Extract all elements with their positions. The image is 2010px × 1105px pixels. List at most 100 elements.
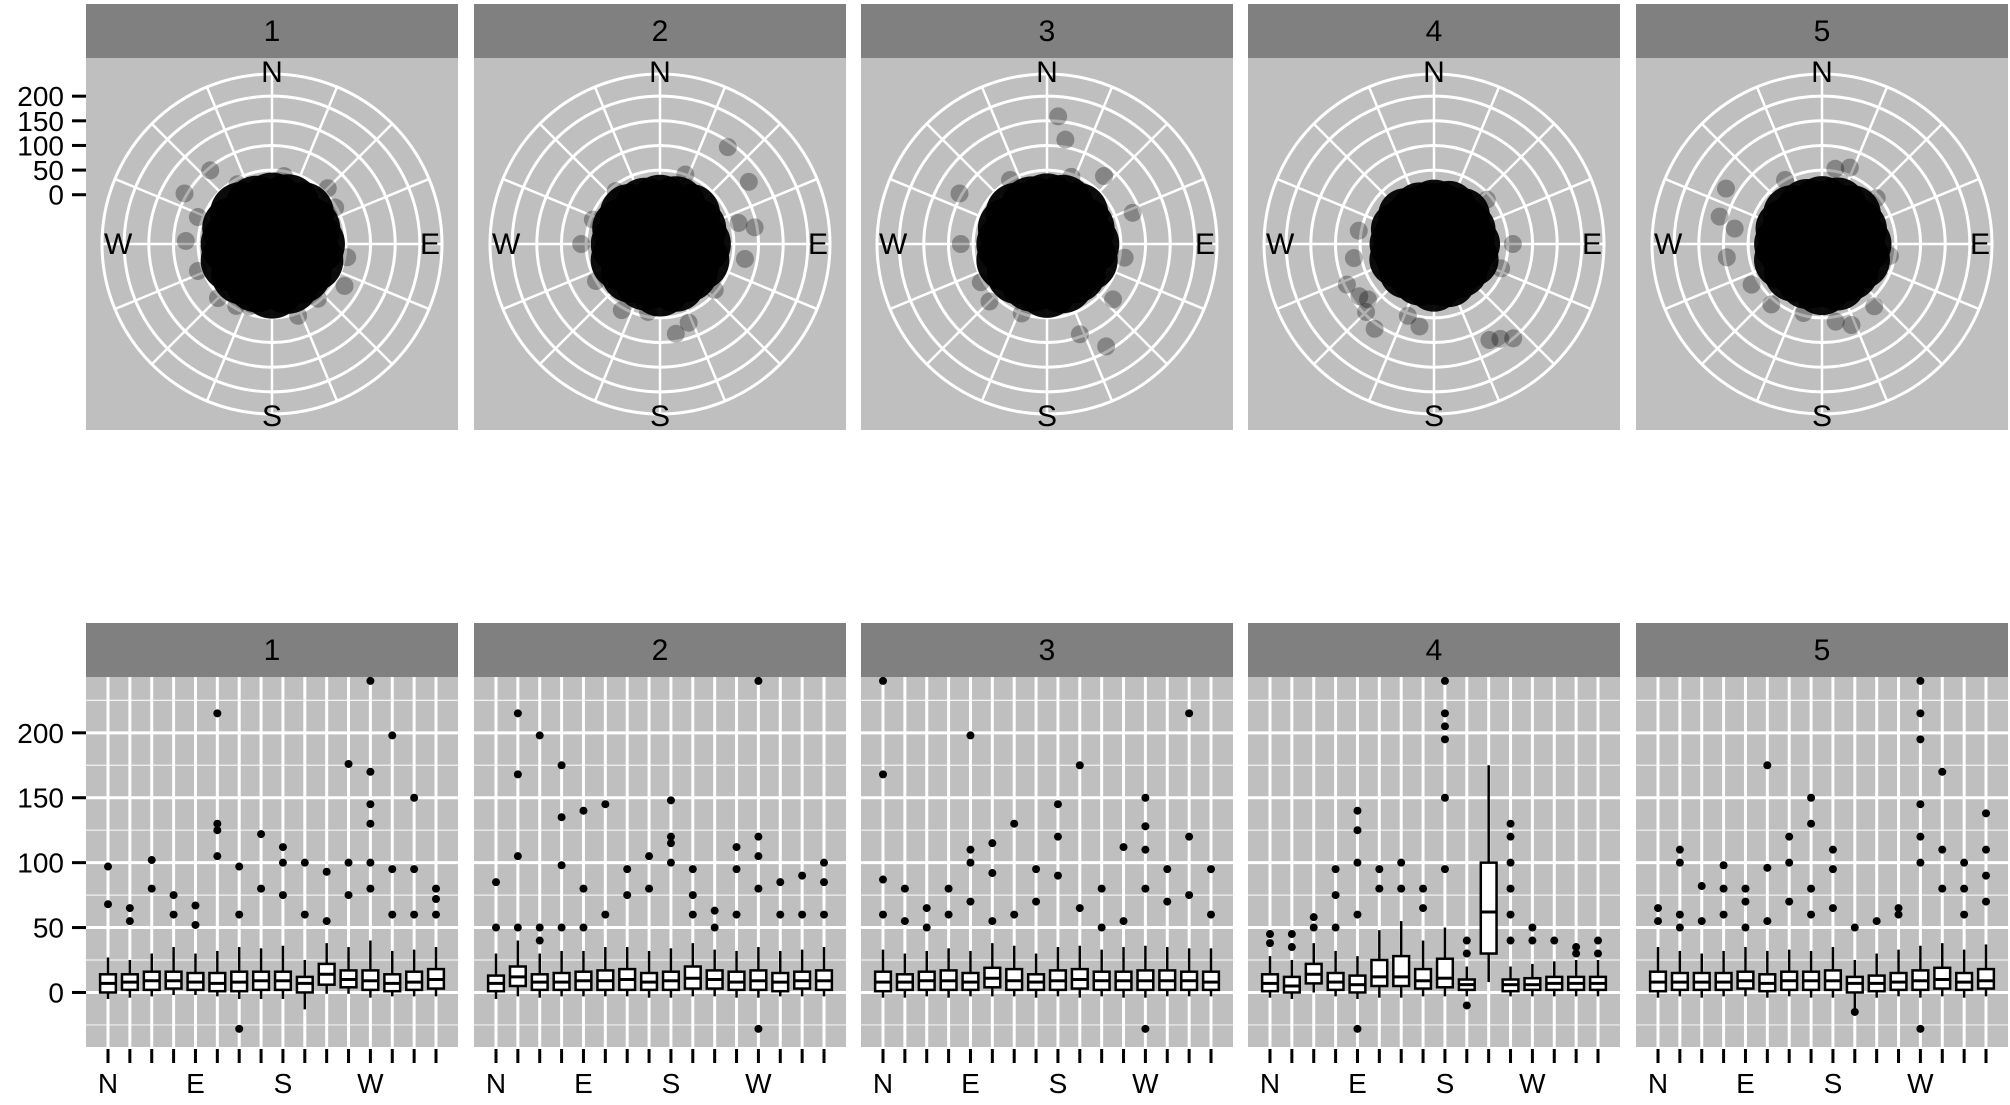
- outlier-point: [147, 884, 156, 893]
- box-ENE: [164, 947, 183, 996]
- outlier-point: [754, 832, 763, 841]
- x-tick-label: S: [662, 1068, 681, 1099]
- box-SSE: [1026, 953, 1046, 998]
- outlier-point: [1440, 793, 1449, 802]
- x-tick-label: N: [486, 1068, 506, 1099]
- data-point: [1097, 337, 1116, 356]
- boxplot-row: 1 N E S W 0 50 100 150 200 2 N E S W 3 N E S W 4 N E S W 5 N E S W: [17, 623, 2008, 1099]
- angular-gridline: [693, 277, 782, 366]
- box-SE: [1392, 921, 1411, 998]
- outlier-point: [732, 910, 741, 919]
- outliers: [1654, 676, 1990, 1033]
- x-tick-label: S: [1824, 1068, 1843, 1099]
- outlier-point: [1654, 917, 1662, 926]
- box-NE: [917, 950, 936, 997]
- box-panel-1: 1 N E S W: [86, 623, 458, 1099]
- angular-gridline: [1755, 289, 1805, 402]
- outlier-point: [688, 865, 697, 874]
- outlier-point: [1419, 904, 1428, 913]
- facet-strip-label: 2: [652, 634, 669, 667]
- data-point: [318, 179, 337, 198]
- outlier-point: [1850, 923, 1859, 932]
- data-point: [612, 301, 631, 320]
- box-ENE: [552, 950, 571, 997]
- data-point: [176, 231, 195, 250]
- outlier-point: [1287, 930, 1296, 939]
- data-point: [572, 235, 591, 253]
- box-N: [873, 949, 893, 998]
- outlier-point: [1185, 709, 1194, 718]
- outlier-point: [1287, 943, 1296, 952]
- outlier-point: [798, 871, 807, 880]
- box-ESE: [208, 950, 227, 997]
- data-point: [1762, 295, 1781, 314]
- polar-panel-3: 3 N E S W: [861, 4, 1233, 433]
- facet-strip: [861, 4, 1233, 58]
- outlier-point: [213, 826, 222, 835]
- outlier-point: [432, 884, 440, 893]
- boxes: [98, 940, 446, 1010]
- outlier-point: [432, 895, 440, 903]
- data-point: [739, 172, 758, 191]
- outlier-point: [601, 910, 610, 919]
- y-tick-label: 0: [48, 977, 64, 1008]
- outlier-point: [278, 843, 287, 852]
- compass-label: E: [1582, 228, 1602, 261]
- angular-gridline: [1276, 177, 1389, 227]
- outlier-point: [169, 891, 178, 900]
- outlier-point: [388, 731, 397, 740]
- boxes: [873, 943, 1221, 998]
- x-tick-label: E: [1348, 1068, 1367, 1099]
- outlier-point: [1185, 832, 1194, 841]
- y-tick-label: 200: [17, 718, 64, 749]
- outlier-point: [1440, 865, 1449, 874]
- polar-panel-5: 5 N E S W: [1636, 4, 2008, 433]
- box-WNW: [383, 950, 402, 997]
- outlier-point: [666, 832, 675, 841]
- box-WNW: [1545, 961, 1564, 997]
- box-NW: [793, 949, 812, 997]
- data-point: [1350, 287, 1369, 306]
- outlier-point: [191, 901, 200, 910]
- data-point: [1880, 246, 1899, 265]
- outlier-point: [1528, 936, 1537, 945]
- x-tick-label: S: [1049, 1068, 1068, 1099]
- data-point: [1826, 312, 1845, 331]
- box-W: [1523, 963, 1542, 997]
- outlier-point: [278, 891, 287, 900]
- outlier-point: [1828, 865, 1837, 874]
- box-grid: [474, 677, 846, 1047]
- compass-label: E: [808, 228, 828, 261]
- data-point: [980, 292, 999, 311]
- box-W: [1136, 945, 1155, 998]
- data-point: [1349, 221, 1368, 240]
- outlier-point: [1594, 949, 1602, 958]
- angular-gridline: [1479, 177, 1592, 227]
- box-iqr: [1976, 967, 1996, 990]
- data-point: [1095, 167, 1114, 186]
- outlier-point: [1697, 882, 1706, 891]
- outlier-point: [1032, 865, 1041, 874]
- compass-labels: N E S W: [1654, 56, 1990, 433]
- box-WSW: [1114, 947, 1133, 998]
- outlier-point: [1916, 832, 1925, 841]
- outlier-point: [1506, 910, 1515, 919]
- data-point: [1776, 170, 1795, 189]
- outlier-point: [1331, 891, 1340, 900]
- outlier-point: [922, 923, 931, 932]
- compass-label: E: [1970, 228, 1990, 261]
- outlier-point: [1207, 865, 1215, 874]
- compass-label: W: [1266, 228, 1295, 261]
- point-cluster-core: [207, 179, 337, 309]
- outlier-point: [754, 852, 763, 861]
- data-point: [1056, 130, 1075, 149]
- angular-gridline: [593, 289, 643, 402]
- outlier-point: [1960, 884, 1969, 893]
- box-WSW: [727, 950, 746, 998]
- box-E: [961, 950, 980, 997]
- facet-strip: [861, 623, 1233, 677]
- outlier-point: [966, 858, 975, 867]
- box-N: [1260, 956, 1280, 998]
- box-iqr: [1413, 967, 1433, 990]
